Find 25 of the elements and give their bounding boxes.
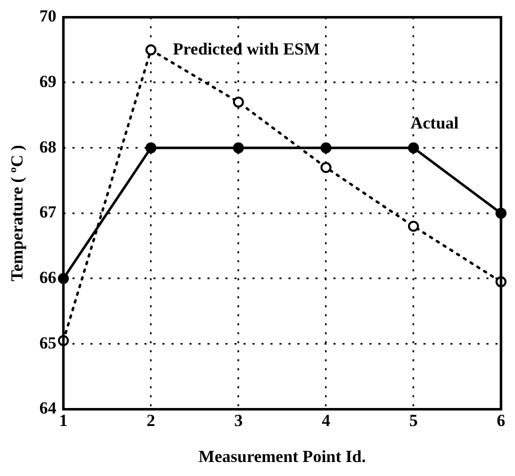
point bbox=[232, 142, 244, 154]
x-tick-label: 3 bbox=[234, 410, 243, 430]
y-tick-label: 70 bbox=[39, 6, 56, 26]
x-tick-label: 6 bbox=[496, 410, 506, 430]
y-tick-label: 68 bbox=[39, 137, 56, 156]
y-tick-label: 65 bbox=[39, 333, 56, 352]
point bbox=[232, 96, 244, 108]
point bbox=[408, 142, 419, 154]
x-axis-title: Measurement Point Id. bbox=[198, 447, 366, 466]
point bbox=[320, 162, 332, 173]
y-tick-label: 64 bbox=[39, 398, 57, 418]
y-axis-title: Temperature ( ºC ) bbox=[8, 145, 27, 282]
x-tick-label: 5 bbox=[409, 410, 418, 430]
point bbox=[320, 142, 332, 154]
x-tick-label: 4 bbox=[322, 410, 331, 430]
series-label: Predicted with ESM bbox=[172, 39, 320, 58]
series-label: Actual bbox=[410, 113, 459, 132]
y-tick-label: 66 bbox=[39, 268, 56, 287]
point bbox=[408, 220, 419, 232]
x-tick-label: 1 bbox=[59, 410, 68, 430]
x-tick-label: 2 bbox=[146, 410, 156, 430]
y-tick-label: 69 bbox=[39, 72, 56, 91]
point bbox=[145, 44, 156, 56]
y-tick-label: 67 bbox=[39, 202, 57, 222]
point bbox=[145, 142, 156, 154]
